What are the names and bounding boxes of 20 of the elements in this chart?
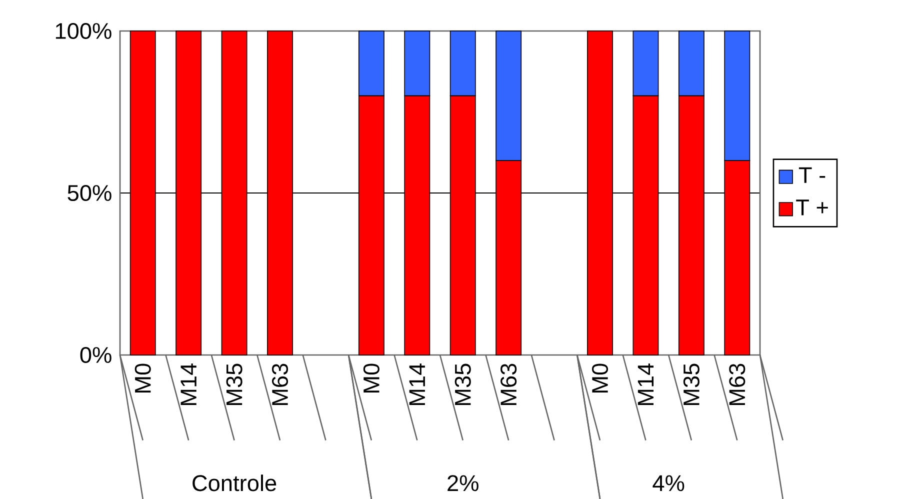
x-tick-label: M35 [226, 364, 242, 406]
x-tick-label: M14 [638, 363, 654, 406]
x-tick-label: M63 [500, 364, 517, 406]
text: 4% [652, 475, 684, 492]
x-tick-label: M0 [592, 364, 608, 392]
x-tick-label: M35 [683, 364, 700, 406]
x-tick-label: M63 [272, 364, 288, 406]
y-tick-label: 100% [56, 22, 112, 40]
legend-label: T + [796, 200, 828, 216]
legend-label: T - [798, 167, 826, 183]
x-tick-label: M63 [729, 364, 746, 406]
text: Controle [192, 474, 276, 492]
x-tick-label: M35 [454, 364, 471, 406]
y-tick-label: 0% [80, 346, 112, 364]
x-tick-label: M0 [363, 364, 380, 392]
text: 2% [448, 475, 478, 492]
x-tick-label: M14 [409, 363, 425, 406]
x-tick-label: M0 [134, 364, 151, 392]
x-tick-label: M14 [180, 363, 196, 406]
y-tick-label: 50% [68, 184, 112, 202]
